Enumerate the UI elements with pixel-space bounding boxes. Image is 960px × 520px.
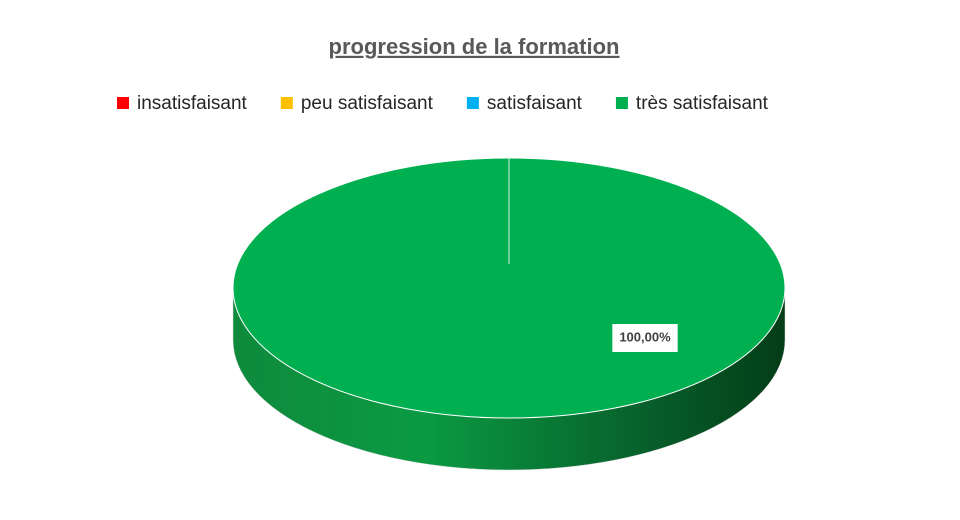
- legend-label: satisfaisant: [487, 93, 583, 114]
- legend-label: insatisfaisant: [137, 93, 248, 114]
- legend-swatch: [117, 97, 129, 109]
- legend-swatch: [466, 97, 479, 109]
- value-label: 100,00%: [619, 329, 671, 344]
- legend-swatch: [280, 97, 293, 109]
- legend-label: très satisfaisant: [636, 93, 769, 114]
- label-box: [612, 324, 678, 352]
- chart-title: progression de la formation: [329, 34, 620, 59]
- legend-label: peu satisfaisant: [301, 93, 434, 114]
- legend-swatch: [615, 97, 628, 109]
